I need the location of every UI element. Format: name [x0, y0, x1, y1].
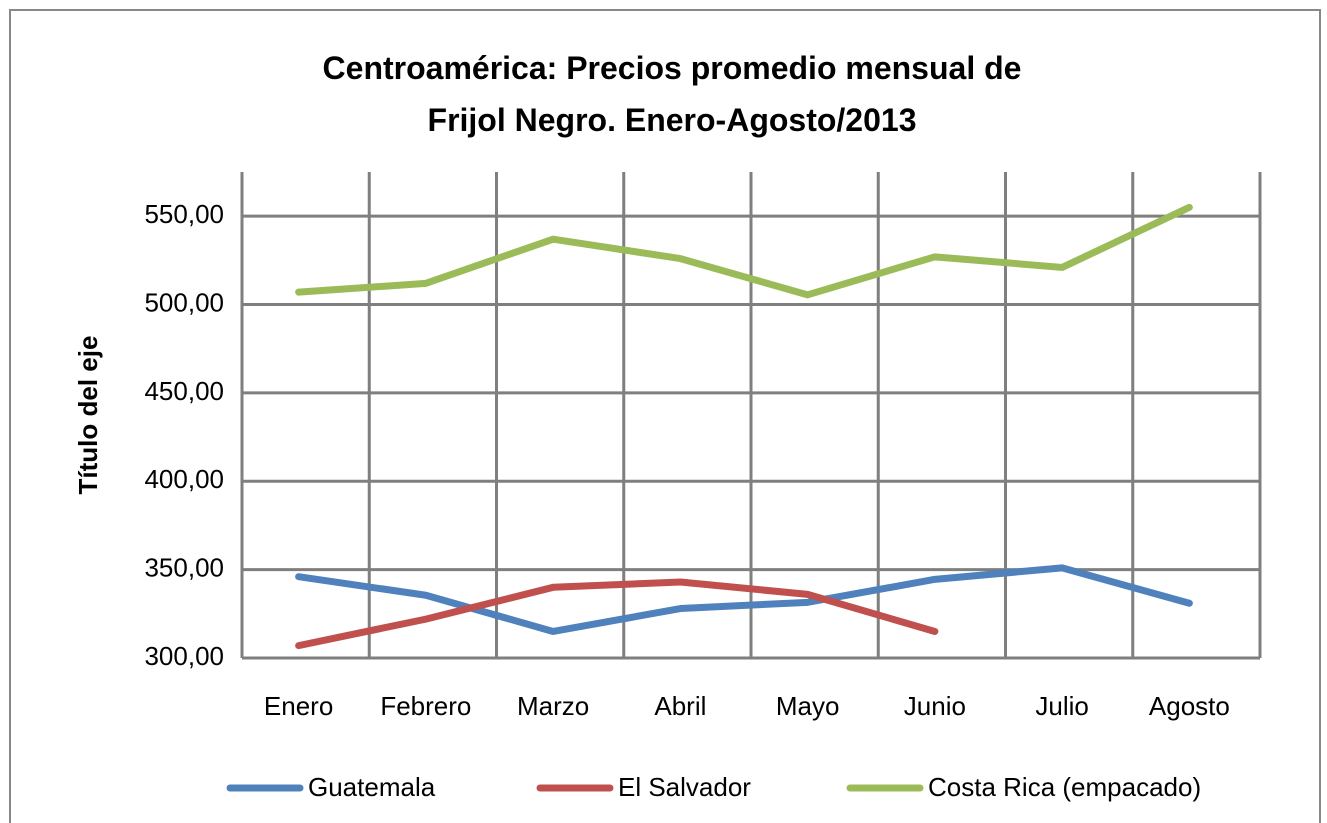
x-tick-label: Julio: [1035, 691, 1088, 721]
series-line: [295, 203, 1193, 299]
chart-border: [9, 9, 1321, 823]
x-tick-label: Abril: [654, 691, 706, 721]
y-tick-label: 400,00: [144, 464, 224, 494]
y-tick-label: 550,00: [144, 199, 224, 229]
x-tick-label: Enero: [264, 691, 333, 721]
legend-label: Costa Rica (empacado): [928, 772, 1201, 802]
series-line: [295, 578, 939, 650]
legend-label: El Salvador: [618, 772, 751, 802]
x-tick-label: Mayo: [776, 691, 840, 721]
y-tick-label: 500,00: [144, 287, 224, 317]
y-tick-label: 300,00: [144, 641, 224, 671]
y-axis-title: Título del eje: [73, 336, 103, 495]
x-tick-label: Febrero: [380, 691, 471, 721]
series-line: [295, 564, 1193, 635]
x-tick-label: Marzo: [517, 691, 589, 721]
y-tick-label: 450,00: [144, 376, 224, 406]
chart-title: Centroamérica: Precios promedio mensual …: [322, 50, 1022, 138]
x-tick-label: Agosto: [1149, 691, 1230, 721]
x-tick-label: Junio: [904, 691, 966, 721]
legend-label: Guatemala: [308, 772, 436, 802]
y-tick-label: 350,00: [144, 553, 224, 583]
